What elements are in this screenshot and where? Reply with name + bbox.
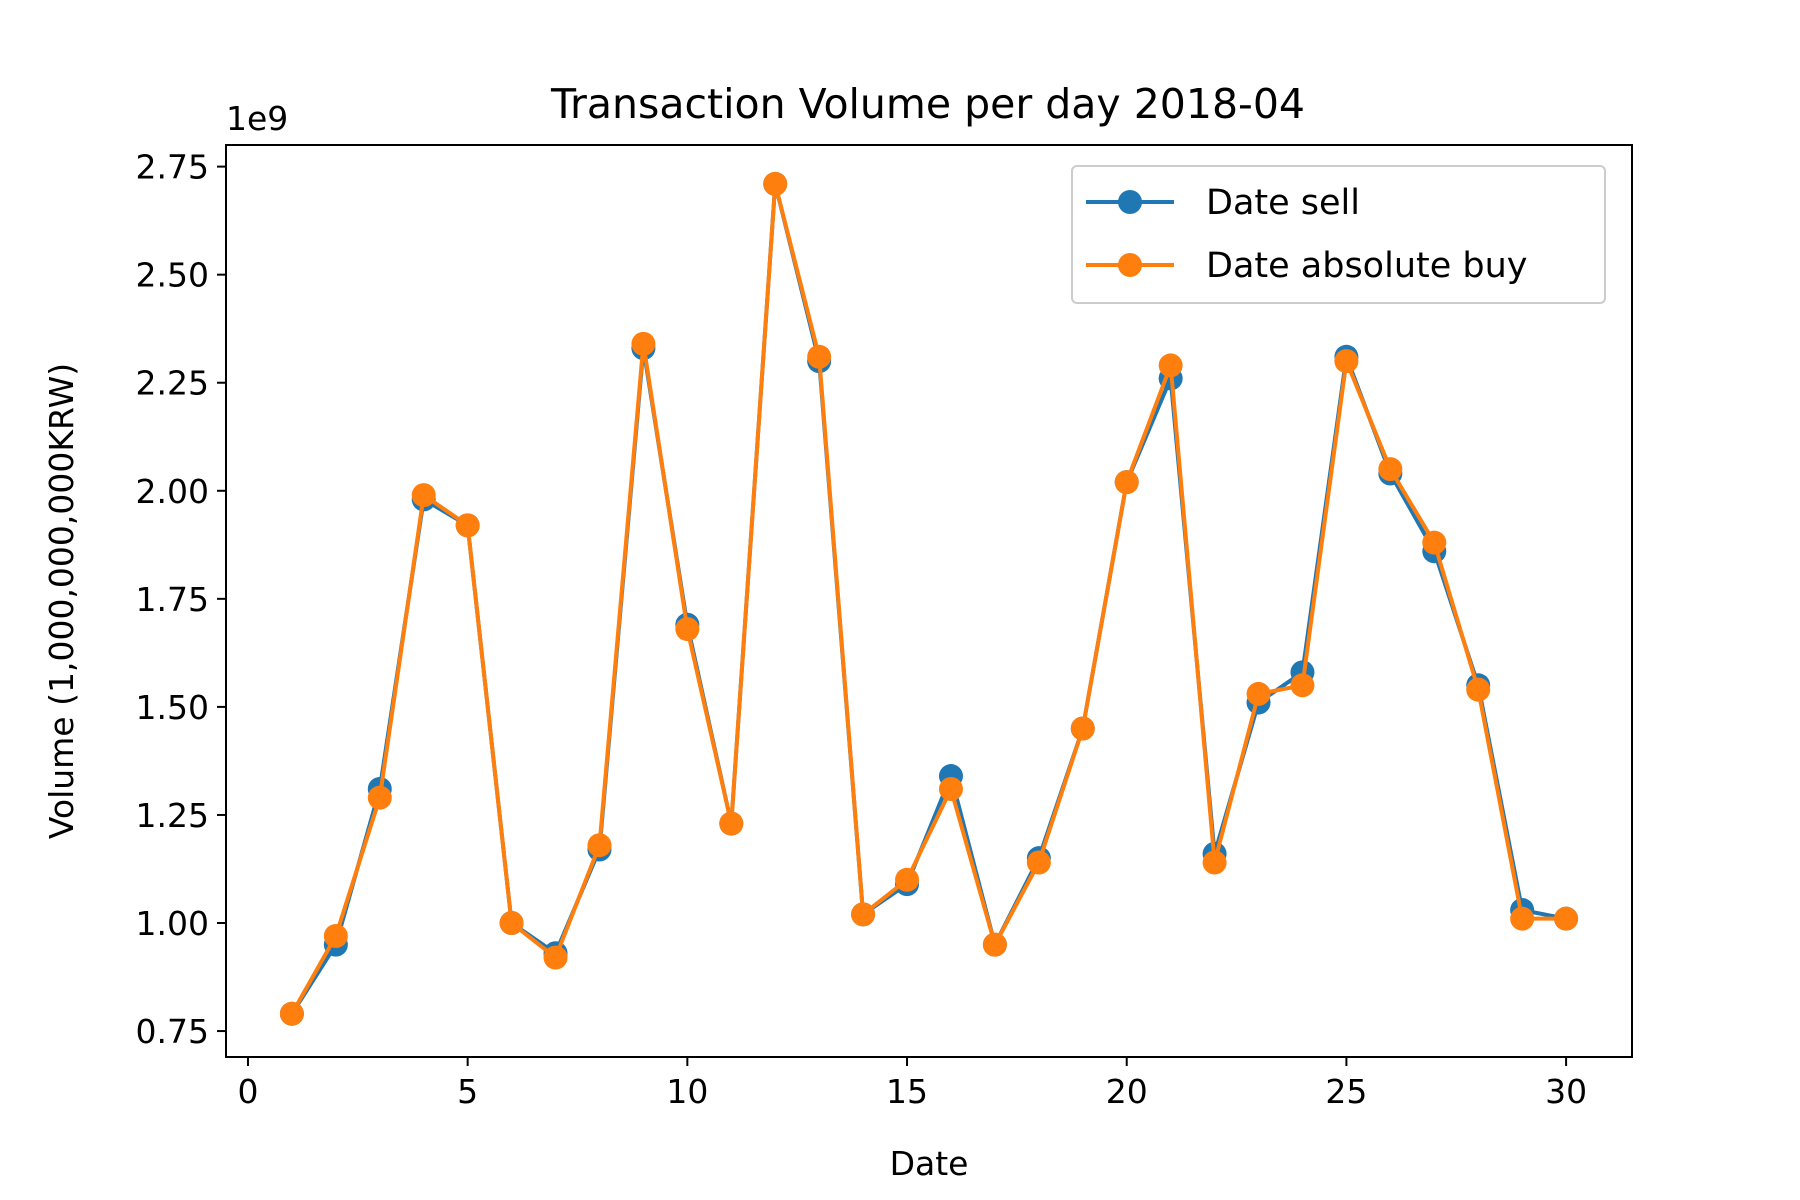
data-point — [323, 923, 348, 948]
y-tick-label: 1.25 — [136, 796, 209, 835]
legend: Date sell Date absolute buy — [1071, 165, 1606, 304]
legend-box — [1071, 165, 1606, 304]
data-point — [807, 344, 832, 369]
legend-marker — [1118, 253, 1142, 277]
legend-marker — [1118, 190, 1142, 214]
data-point — [279, 1001, 304, 1026]
data-point — [499, 911, 524, 936]
y-tick-label: 2.50 — [136, 256, 209, 295]
legend-label: Date sell — [1206, 183, 1360, 223]
data-point — [1466, 677, 1491, 702]
y-axis-label: Volume (1,000,000,000KRW) — [42, 363, 81, 839]
data-point — [1026, 850, 1051, 875]
y-axis: 0.75 1.00 1.25 1.50 1.75 2.00 2.25 2.50 2.75 — [136, 148, 226, 1051]
data-point — [851, 902, 876, 927]
data-point — [895, 867, 920, 892]
legend-label: Date absolute buy — [1206, 246, 1528, 286]
x-tick-label: 0 — [237, 1072, 258, 1111]
x-tick-label: 20 — [1106, 1072, 1148, 1111]
x-tick-label: 30 — [1545, 1072, 1587, 1111]
x-axis-label: Date — [890, 1144, 969, 1183]
y-tick-label: 2.00 — [136, 472, 209, 511]
data-point — [367, 785, 392, 810]
plot-area — [279, 171, 1579, 1026]
series-2 — [279, 171, 1579, 1026]
chart-title: Transaction Volume per day 2018-04 — [550, 80, 1305, 128]
y-tick-label: 1.75 — [136, 580, 209, 619]
data-point — [543, 945, 568, 970]
series-line — [290, 181, 1567, 1015]
data-point — [1158, 353, 1183, 378]
data-point — [1202, 850, 1227, 875]
data-point — [631, 331, 656, 356]
data-point — [763, 171, 788, 196]
data-point — [1554, 906, 1579, 931]
x-tick-label: 5 — [457, 1072, 478, 1111]
data-point — [1246, 681, 1271, 706]
data-point — [1422, 530, 1447, 555]
y-tick-label: 1.50 — [136, 688, 209, 727]
data-point — [455, 513, 480, 538]
plot-frame — [225, 144, 1633, 1058]
data-point — [1114, 470, 1139, 495]
y-tick-label: 2.75 — [136, 148, 209, 187]
data-point — [1510, 906, 1535, 931]
x-tick-label: 25 — [1325, 1072, 1367, 1111]
data-point — [411, 483, 436, 508]
data-point — [982, 932, 1007, 957]
data-point — [719, 811, 744, 836]
x-axis: 0 5 10 15 20 25 30 — [237, 1057, 1587, 1111]
data-point — [938, 777, 963, 802]
y-tick-label: 0.75 — [136, 1012, 209, 1051]
data-point — [1334, 349, 1359, 374]
y-tick-label: 2.25 — [136, 364, 209, 403]
x-tick-label: 15 — [886, 1072, 928, 1111]
y-offset-text: 1e9 — [226, 99, 288, 138]
x-tick-label: 10 — [666, 1072, 708, 1111]
data-point — [1070, 716, 1095, 741]
y-tick-label: 1.00 — [136, 904, 209, 943]
data-point — [675, 617, 700, 642]
data-point — [587, 833, 612, 858]
data-point — [1290, 673, 1315, 698]
data-point — [1378, 457, 1403, 482]
